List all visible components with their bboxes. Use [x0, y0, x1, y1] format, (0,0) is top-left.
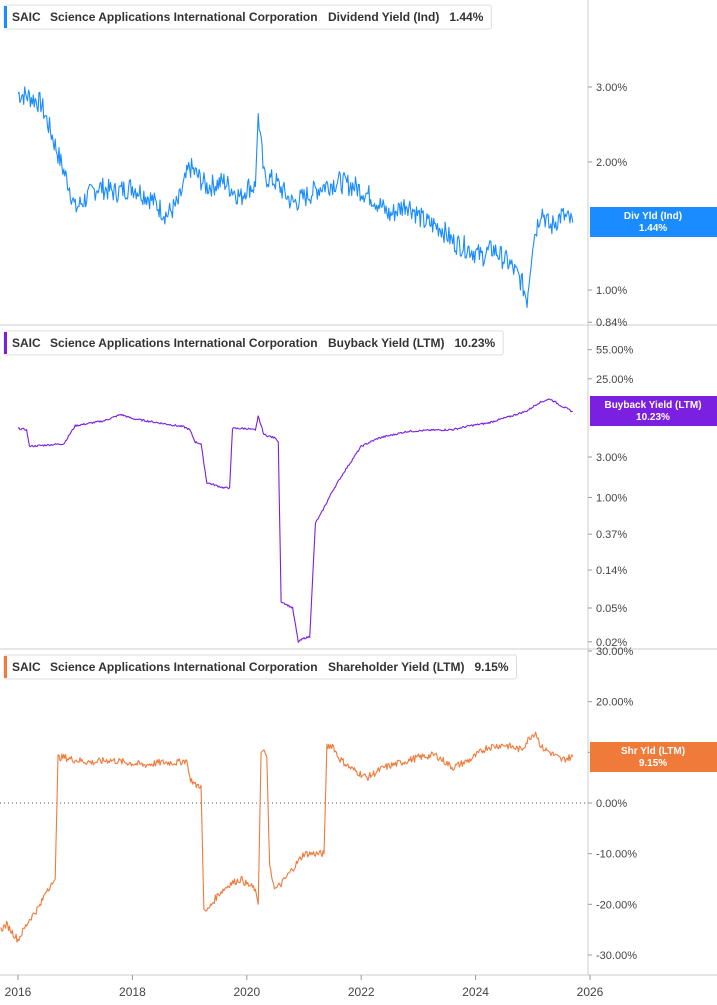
legend-ticker: SAIC	[12, 10, 41, 24]
badge-label: Buyback Yield (LTM)	[604, 400, 701, 411]
value-badge	[590, 207, 717, 237]
series-line-2	[17, 398, 574, 643]
legend-ticker: SAIC	[12, 336, 41, 350]
y-tick-label: 1.00%	[596, 493, 627, 505]
legend-color-bar	[4, 656, 7, 678]
y-tick-label: 25.00%	[596, 374, 634, 386]
x-tick-label: 2024	[462, 985, 489, 999]
y-tick-label: 2.00%	[596, 157, 627, 169]
x-tick-label: 2022	[348, 985, 375, 999]
y-tick-label: 0.37%	[596, 529, 627, 541]
legend-company: Science Applications International Corpo…	[50, 660, 318, 674]
y-tick-label: -10.00%	[596, 849, 637, 861]
x-tick-label: 2020	[233, 985, 260, 999]
x-tick-label: 2026	[577, 985, 604, 999]
y-tick-label: 0.05%	[596, 603, 627, 615]
legend-company: Science Applications International Corpo…	[50, 10, 318, 24]
legend-ticker: SAIC	[12, 660, 41, 674]
y-tick-label: 3.00%	[596, 82, 627, 94]
badge-value: 9.15%	[639, 758, 667, 769]
y-tick-label: 0.00%	[596, 798, 627, 810]
y-tick-label: 0.14%	[596, 565, 627, 577]
badge-value: 10.23%	[636, 412, 670, 423]
legend-value: 10.23%	[454, 336, 495, 350]
legend-color-bar	[4, 332, 7, 354]
value-badge	[590, 742, 717, 772]
value-badge	[590, 396, 717, 426]
y-tick-label: 30.00%	[596, 646, 634, 658]
series-line-3	[0, 731, 574, 943]
legend-company: Science Applications International Corpo…	[50, 336, 318, 350]
y-tick-label: 1.00%	[596, 285, 627, 297]
x-tick-label: 2016	[5, 985, 32, 999]
y-tick-label: 0.84%	[596, 317, 627, 329]
series-line-1	[17, 86, 574, 308]
y-tick-label: 55.00%	[596, 345, 634, 357]
legend-color-bar	[4, 6, 7, 28]
y-tick-label: -20.00%	[596, 899, 637, 911]
legend-value: 9.15%	[474, 660, 508, 674]
legend-metric: Dividend Yield (Ind)	[328, 10, 439, 24]
badge-value: 1.44%	[639, 223, 667, 234]
legend-metric: Shareholder Yield (LTM)	[328, 660, 464, 674]
y-tick-label: 3.00%	[596, 452, 627, 464]
x-tick-label: 2018	[119, 985, 146, 999]
badge-label: Div Yld (Ind)	[624, 211, 682, 222]
legend-metric: Buyback Yield (LTM)	[328, 336, 444, 350]
legend-value: 1.44%	[449, 10, 483, 24]
y-tick-label: 20.00%	[596, 697, 634, 709]
y-tick-label: -30.00%	[596, 950, 637, 962]
badge-label: Shr Yld (LTM)	[621, 746, 685, 757]
y-tick-label: 0.02%	[596, 637, 627, 649]
